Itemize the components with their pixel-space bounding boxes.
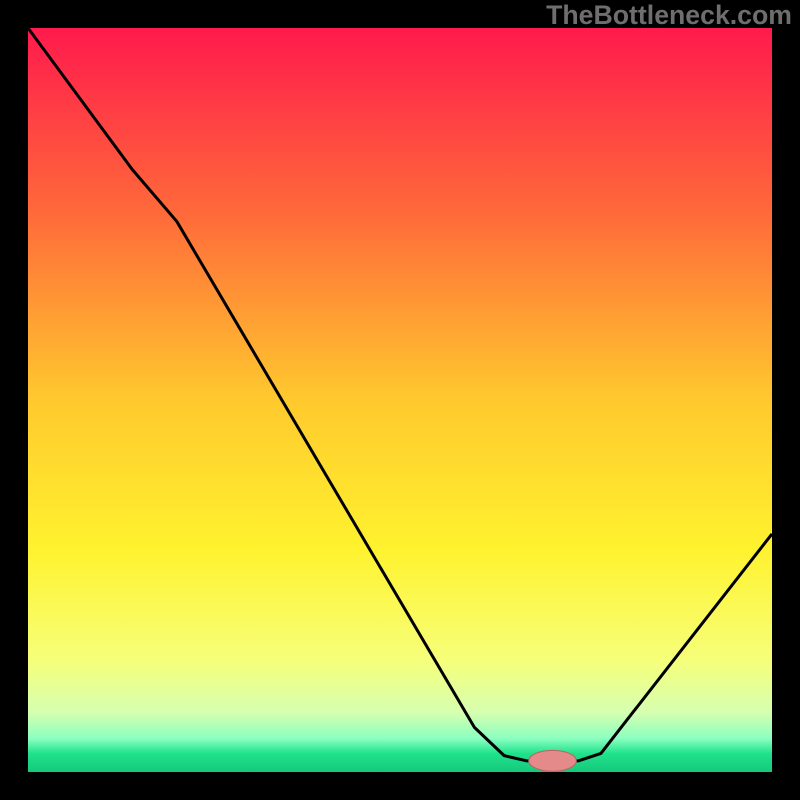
optimal-marker [529, 750, 577, 771]
chart-svg [0, 0, 800, 800]
watermark-text: TheBottleneck.com [546, 0, 792, 31]
gradient-background [28, 28, 772, 772]
